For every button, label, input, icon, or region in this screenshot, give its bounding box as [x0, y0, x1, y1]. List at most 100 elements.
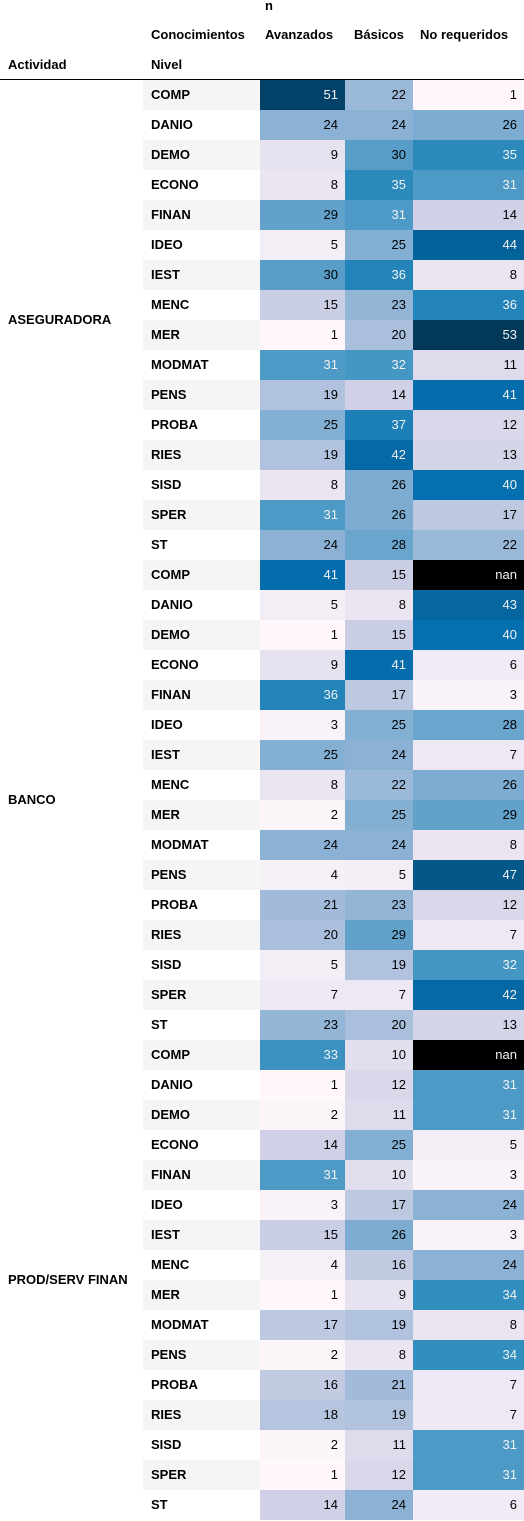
heatmap-cell: 24 — [345, 740, 413, 770]
level-label: FINAN — [151, 687, 191, 702]
level-label: PROBA — [151, 1377, 198, 1392]
heatmap-cell: 26 — [345, 500, 413, 530]
row-background — [143, 620, 260, 650]
heatmap-cell: 13 — [413, 440, 524, 470]
heatmap-cell: 31 — [413, 1070, 524, 1100]
heatmap-cell: 4 — [260, 1250, 345, 1280]
heatmap-cell: 24 — [345, 830, 413, 860]
row-background — [143, 1130, 260, 1160]
heatmap-cell: 9 — [260, 650, 345, 680]
row-background — [143, 470, 260, 500]
heatmap-cell: 3 — [413, 680, 524, 710]
heatmap-cell: nan — [413, 560, 524, 590]
heatmap-cell: 7 — [413, 1370, 524, 1400]
heatmap-cell: 1 — [260, 620, 345, 650]
heatmap-cell: 8 — [413, 1310, 524, 1340]
heatmap-cell: 25 — [345, 230, 413, 260]
heatmap-cell: 20 — [260, 920, 345, 950]
row-background — [143, 1220, 260, 1250]
heatmap-cell: 26 — [345, 1220, 413, 1250]
level-label: DANIO — [151, 1077, 193, 1092]
level-label: IDEO — [151, 237, 183, 252]
activity-group-label: BANCO — [8, 792, 56, 807]
heatmap-cell: 28 — [345, 530, 413, 560]
heatmap-cell: 6 — [413, 650, 524, 680]
heatmap-cell: 21 — [345, 1370, 413, 1400]
row-background — [143, 590, 260, 620]
level-label: FINAN — [151, 207, 191, 222]
row-background — [143, 200, 260, 230]
row-background — [143, 740, 260, 770]
row-background — [143, 860, 260, 890]
row-background — [143, 1490, 260, 1520]
heatmap-cell: 22 — [345, 80, 413, 110]
level-label: MER — [151, 807, 180, 822]
heatmap-cell: 36 — [413, 290, 524, 320]
row-background — [143, 380, 260, 410]
heatmap-cell: 31 — [260, 500, 345, 530]
row-background — [143, 650, 260, 680]
heatmap-cell: 19 — [345, 1310, 413, 1340]
row-background — [143, 1070, 260, 1100]
heatmap-cell: 44 — [413, 230, 524, 260]
heatmap-cell: 8 — [260, 770, 345, 800]
row-background — [143, 1250, 260, 1280]
heatmap-cell: 40 — [413, 470, 524, 500]
heatmap-cell: 26 — [413, 770, 524, 800]
heatmap-cell: 6 — [413, 1490, 524, 1520]
level-label: SPER — [151, 1467, 187, 1482]
heatmap-cell: 8 — [413, 260, 524, 290]
level-label: COMP — [151, 87, 190, 102]
heatmap-cell: 23 — [345, 890, 413, 920]
row-background — [143, 320, 260, 350]
level-label: IEST — [151, 267, 180, 282]
heatmap-cell: 17 — [260, 1310, 345, 1340]
heatmap-cell: 3 — [260, 1190, 345, 1220]
row-background — [143, 890, 260, 920]
heatmap-cell: 14 — [260, 1130, 345, 1160]
row-background — [143, 920, 260, 950]
index-name-nivel: Nivel — [151, 57, 183, 72]
heatmap-cell: 7 — [413, 1400, 524, 1430]
row-background — [143, 1040, 260, 1070]
heatmap-cell: 8 — [413, 830, 524, 860]
level-label: IDEO — [151, 1197, 183, 1212]
heatmap-cell: 32 — [413, 950, 524, 980]
heatmap-cell: 15 — [260, 1220, 345, 1250]
heatmap-cell: 1 — [260, 1460, 345, 1490]
heatmap-cell: 34 — [413, 1340, 524, 1370]
row-background — [143, 1280, 260, 1310]
heatmap-cell: 24 — [413, 1250, 524, 1280]
level-label: MODMAT — [151, 357, 209, 372]
level-label: IDEO — [151, 717, 183, 732]
level-label: MODMAT — [151, 1317, 209, 1332]
level-label: PROBA — [151, 417, 198, 432]
row-background — [143, 230, 260, 260]
heatmap-cell: 8 — [345, 1340, 413, 1370]
heatmap-cell: 5 — [260, 590, 345, 620]
heatmap-cell: 15 — [260, 290, 345, 320]
heatmap-cell: 2 — [260, 1340, 345, 1370]
heatmap-cell: 17 — [345, 1190, 413, 1220]
row-background — [143, 560, 260, 590]
heatmap-cell: 40 — [413, 620, 524, 650]
heatmap-cell: 24 — [345, 1490, 413, 1520]
heatmap-cell: 8 — [345, 590, 413, 620]
heatmap-cell: 29 — [345, 920, 413, 950]
level-label: SPER — [151, 987, 187, 1002]
row-background — [143, 530, 260, 560]
row-background — [143, 1190, 260, 1220]
col-header-no-requeridos: No requeridos — [420, 27, 509, 42]
heatmap-cell: 41 — [260, 560, 345, 590]
row-background — [143, 1310, 260, 1340]
heatmap-cell: 35 — [413, 140, 524, 170]
level-label: ST — [151, 537, 168, 552]
heatmap-cell: 9 — [345, 1280, 413, 1310]
heatmap-cell: 7 — [413, 740, 524, 770]
heatmap-cell: 30 — [260, 260, 345, 290]
row-background — [143, 1460, 260, 1490]
level-label: IEST — [151, 1227, 180, 1242]
row-background — [143, 950, 260, 980]
heatmap-cell: 41 — [345, 650, 413, 680]
level-label: PENS — [151, 1347, 187, 1362]
